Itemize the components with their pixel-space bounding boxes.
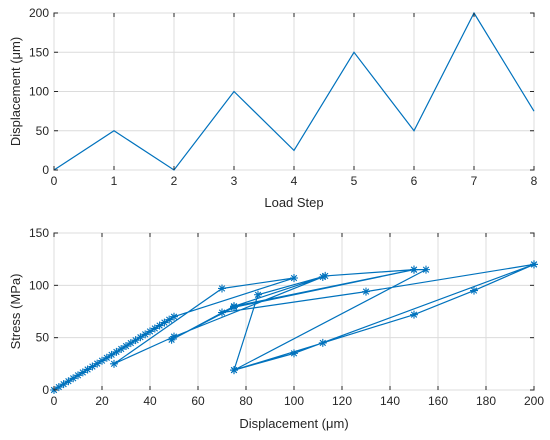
bottom-data-point [155, 321, 164, 330]
top-y-tick-label: 50 [36, 124, 50, 138]
bottom-data-point [98, 356, 106, 365]
bottom-data-point [362, 287, 370, 296]
bottom-data-point [167, 335, 176, 344]
bottom-x-tick-label: 60 [191, 394, 205, 408]
bottom-data-point [78, 368, 87, 377]
bottom-data-point [126, 339, 135, 348]
top-x-tick-label: 0 [51, 174, 58, 188]
bottom-data-point [88, 362, 97, 371]
bottom-data-point [141, 330, 150, 339]
top-x-tick-label: 2 [171, 174, 178, 188]
bottom-x-tick-label: 140 [380, 394, 400, 408]
top-y-tick-label: 150 [29, 45, 49, 59]
top-ticks: 0 1 2 3 4 5 6 7 8 0 50 100 150 200 [29, 6, 538, 188]
bottom-y-axis-label: Stress (MPa) [8, 274, 23, 350]
bottom-chart: 0 20 40 60 80 100 120 140 160 180 200 0 50 100 150 Dis… [8, 226, 544, 431]
bottom-data-point [93, 359, 102, 368]
bottom-data-point [470, 286, 478, 295]
top-y-tick-label: 200 [29, 6, 49, 20]
bottom-data-point [160, 318, 169, 327]
top-x-axis-label: Load Step [264, 195, 323, 210]
bottom-data-point [422, 265, 430, 274]
bottom-x-tick-label: 120 [332, 394, 352, 408]
bottom-ticks: 0 20 40 60 80 100 120 140 160 180 200 0 50 100 150 [29, 226, 544, 408]
top-y-tick-label: 100 [29, 85, 49, 99]
bottom-data-point [530, 260, 538, 269]
bottom-data-point [318, 272, 327, 281]
bottom-data-point [107, 350, 116, 359]
bottom-x-tick-label: 100 [284, 394, 304, 408]
top-chart: 0 1 2 3 4 5 6 7 8 0 50 100 150 200 Load Step Displace… [8, 6, 538, 210]
top-x-tick-label: 8 [531, 174, 538, 188]
bottom-data-point [64, 377, 73, 386]
top-x-tick-label: 1 [111, 174, 118, 188]
bottom-data-point [74, 371, 82, 380]
bottom-data-point [318, 338, 327, 347]
bottom-y-tick-label: 50 [36, 331, 50, 345]
bottom-data-point [146, 327, 154, 336]
top-y-tick-label: 0 [42, 163, 49, 177]
bottom-data-point [170, 312, 178, 321]
bottom-data-point [254, 290, 262, 299]
bottom-x-tick-label: 80 [239, 394, 253, 408]
top-x-tick-label: 5 [351, 174, 358, 188]
bottom-y-tick-label: 0 [42, 383, 49, 397]
top-y-axis-label: Displacement (μm) [8, 37, 23, 146]
bottom-data-point [69, 374, 78, 383]
bottom-y-tick-label: 100 [29, 278, 49, 292]
bottom-series-group [50, 260, 538, 394]
bottom-x-tick-label: 160 [428, 394, 448, 408]
top-series-group [53, 11, 535, 171]
bottom-data-point [131, 336, 140, 345]
bottom-data-point [290, 349, 298, 358]
bottom-data-point [150, 324, 159, 333]
bottom-data-point [54, 383, 63, 392]
bottom-x-tick-label: 0 [51, 394, 58, 408]
bottom-data-point [122, 342, 130, 351]
bottom-x-tick-label: 180 [476, 394, 496, 408]
bottom-data-point [102, 353, 111, 362]
bottom-data-point [110, 359, 118, 368]
top-x-tick-label: 4 [291, 174, 298, 188]
bottom-data-point [218, 308, 226, 317]
bottom-data-point [410, 265, 418, 274]
bottom-data-point [321, 271, 330, 280]
bottom-data-point [59, 380, 68, 389]
bottom-x-tick-label: 200 [524, 394, 544, 408]
top-x-tick-label: 7 [471, 174, 478, 188]
bottom-data-point [112, 347, 121, 356]
bottom-x-tick-label: 20 [95, 394, 109, 408]
bottom-data-point [117, 344, 126, 353]
top-x-tick-label: 3 [231, 174, 238, 188]
bottom-y-tick-label: 150 [29, 226, 49, 240]
bottom-data-point [83, 365, 92, 374]
bottom-data-point [218, 284, 226, 293]
bottom-data-point [290, 274, 298, 283]
bottom-data-point [230, 366, 238, 375]
bottom-x-axis-label: Displacement (μm) [239, 416, 348, 431]
bottom-data-point [230, 302, 238, 311]
top-x-tick-label: 6 [411, 174, 418, 188]
top-series-line [53, 11, 535, 171]
bottom-x-tick-label: 40 [143, 394, 157, 408]
bottom-data-point [136, 333, 145, 342]
bottom-data-point [165, 315, 174, 324]
bottom-data-point [410, 310, 418, 319]
